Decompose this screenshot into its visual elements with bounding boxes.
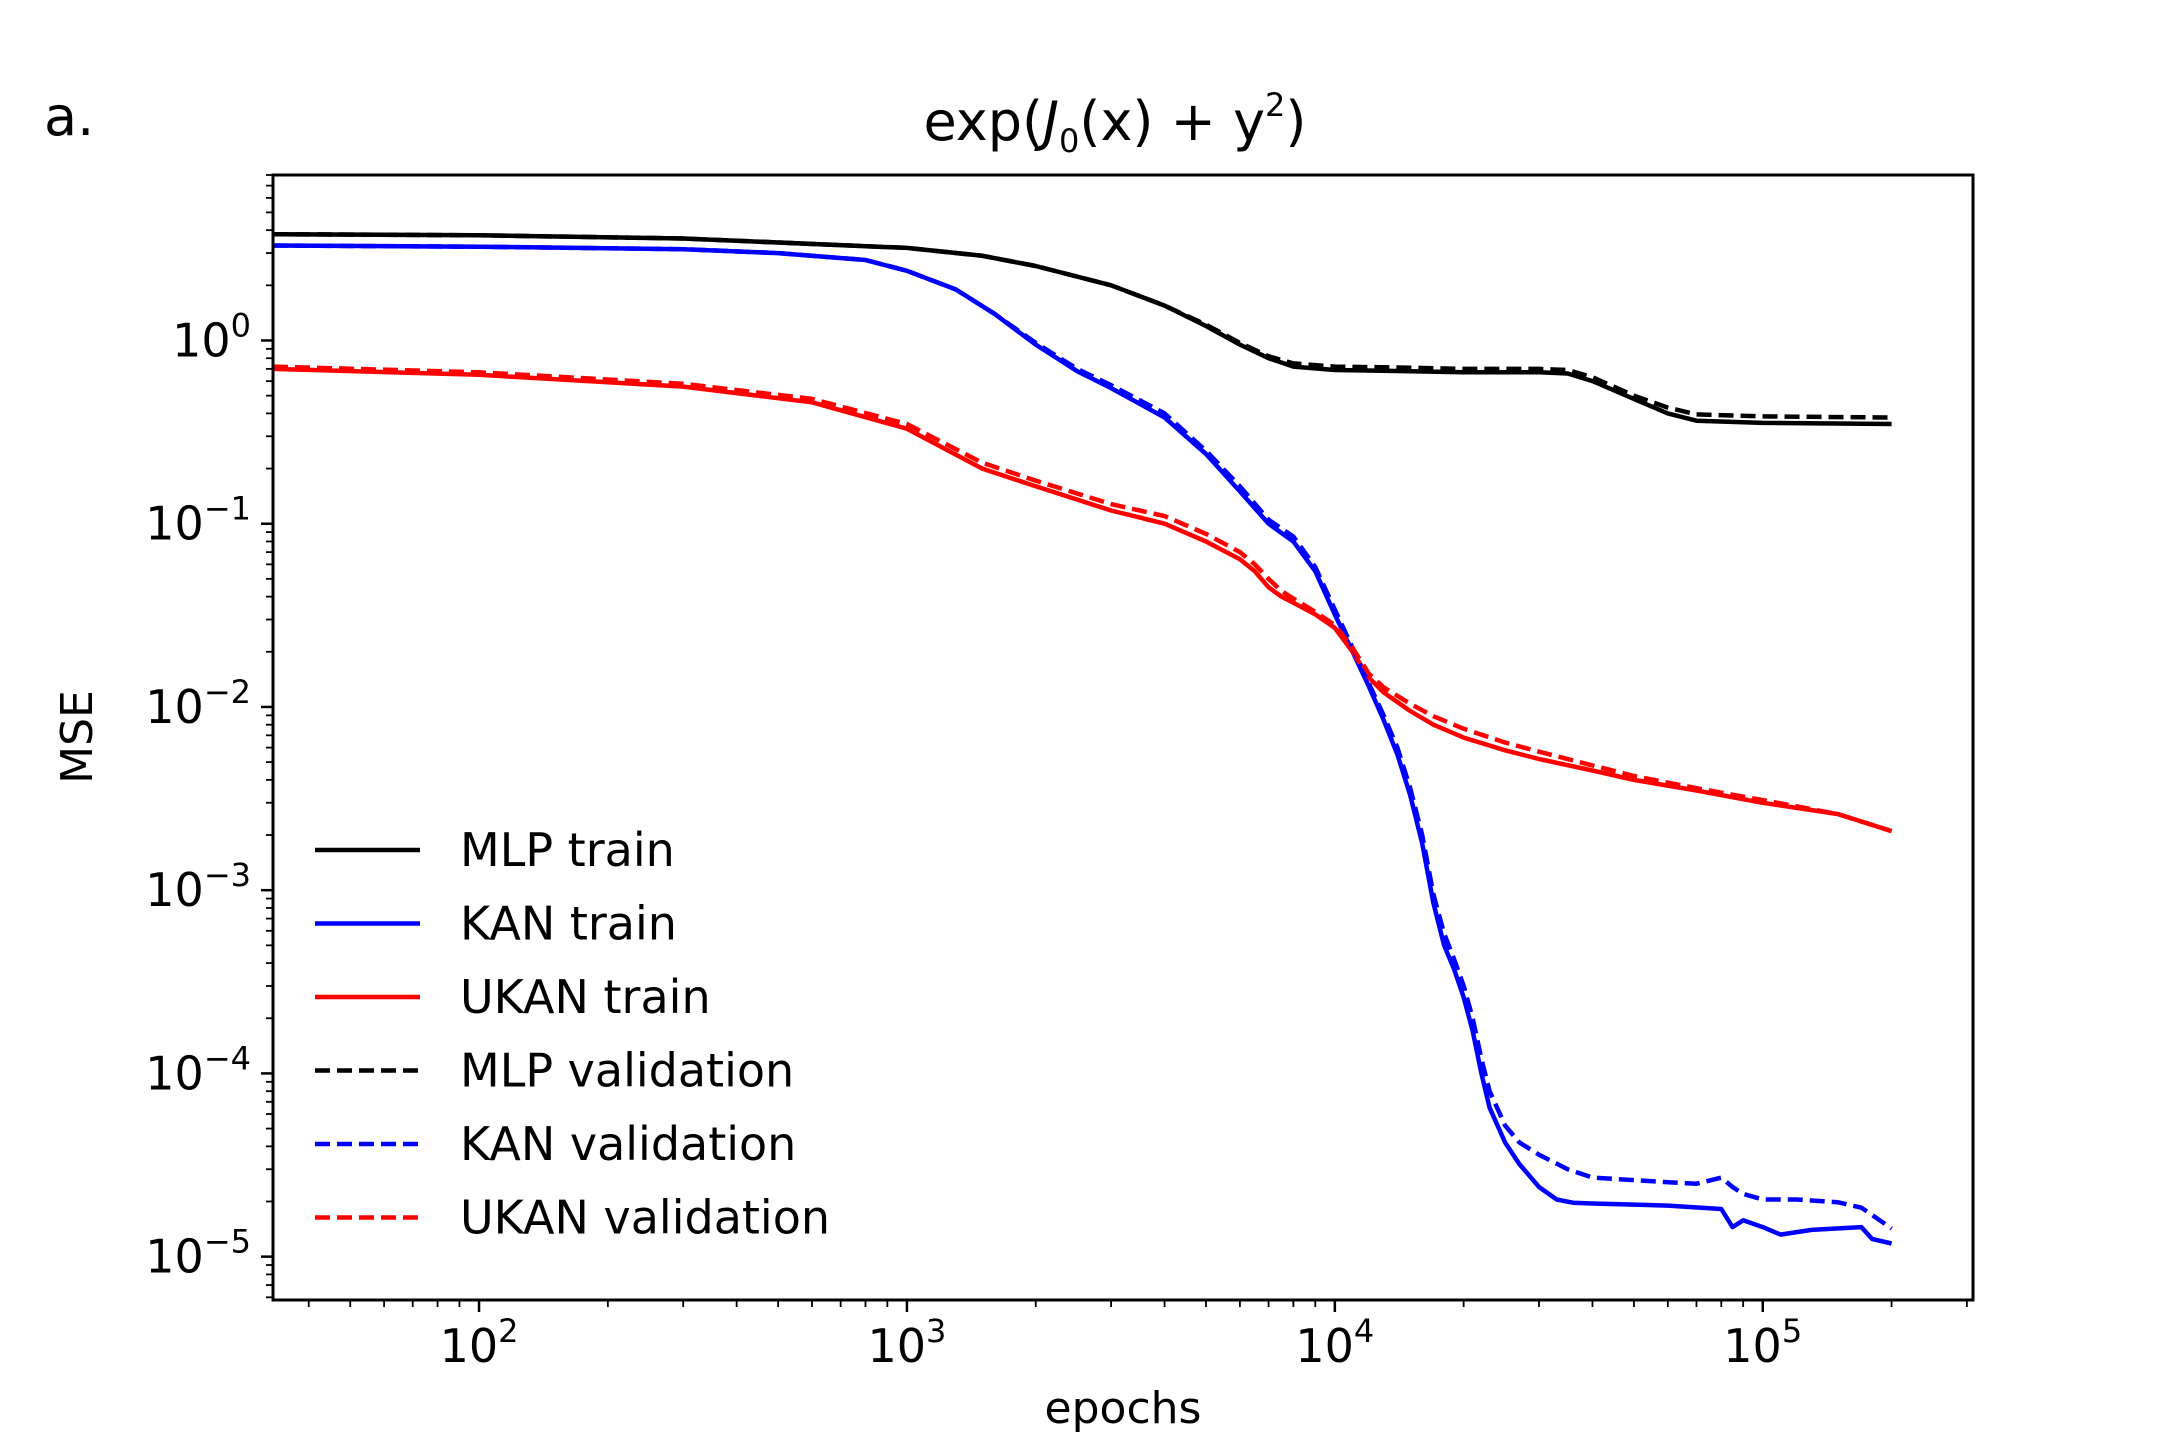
y-tick-label: 10−2 bbox=[145, 673, 251, 734]
legend-label-ukan-train: UKAN train bbox=[460, 970, 711, 1024]
plot-lines bbox=[272, 231, 1893, 1246]
legend: MLP train KAN train UKAN train MLP validati… bbox=[315, 823, 830, 1245]
y-tick-label: 10−1 bbox=[145, 490, 251, 551]
legend-label-kan-train: KAN train bbox=[460, 897, 677, 951]
series-line-mlp-validation bbox=[272, 231, 1892, 420]
x-tick-label: 105 bbox=[1723, 1312, 1802, 1373]
plot-frame bbox=[271, 173, 1975, 1302]
y-ticks: 100 10−1 10−2 10−3 10−4 10−5 bbox=[145, 306, 273, 1284]
x-tick-label: 103 bbox=[867, 1312, 946, 1373]
series-line-ukan-validation bbox=[272, 364, 1893, 834]
x-ticks: 102 103 104 105 bbox=[440, 1300, 1802, 1373]
legend-label-kan-validation: KAN validation bbox=[460, 1117, 796, 1171]
series-line-ukan-train bbox=[272, 366, 1893, 834]
legend-label-mlp-validation: MLP validation bbox=[460, 1044, 794, 1098]
x-tick-label: 102 bbox=[440, 1312, 519, 1373]
series-line-kan-validation bbox=[272, 243, 1893, 1231]
x-axis-label: epochs bbox=[1045, 1383, 1202, 1434]
legend-label-mlp-train: MLP train bbox=[460, 823, 675, 877]
y-tick-label: 10−4 bbox=[145, 1039, 251, 1100]
y-tick-label: 10−3 bbox=[145, 856, 251, 917]
legend-label-ukan-validation: UKAN validation bbox=[460, 1191, 830, 1245]
y-tick-label: 100 bbox=[172, 306, 251, 367]
chart-title: exp(J0(x) + y2) bbox=[924, 86, 1307, 160]
series-line-kan-train bbox=[272, 243, 1893, 1246]
y-axis-label: MSE bbox=[52, 690, 103, 784]
series-line-mlp-train bbox=[272, 231, 1892, 427]
y-tick-label: 10−5 bbox=[145, 1223, 251, 1284]
panel-label: a. bbox=[44, 85, 94, 148]
x-tick-label: 104 bbox=[1295, 1312, 1374, 1373]
